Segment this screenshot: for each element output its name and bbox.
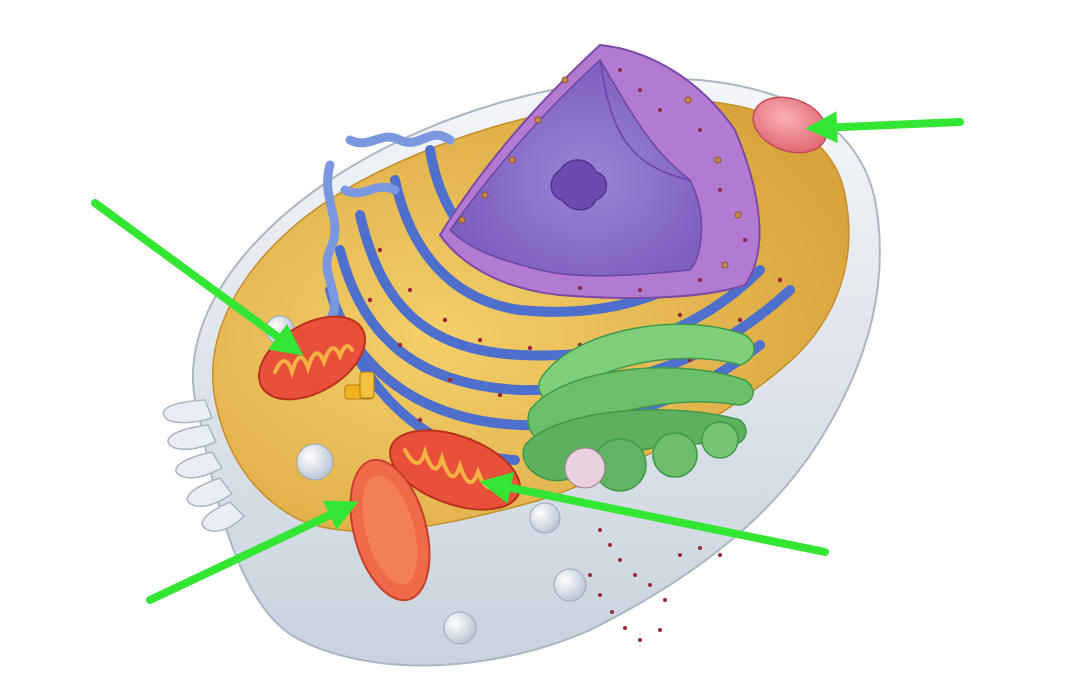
microvilli (162, 399, 246, 532)
smooth-er (322, 130, 455, 325)
nuclear-pores (458, 76, 742, 269)
centrioles (344, 371, 375, 400)
nuclear-envelope-ribosomes (578, 68, 747, 292)
arrows (91, 111, 964, 604)
arrow-to-mitochondrion-left (91, 199, 304, 356)
nucleolus (550, 159, 608, 211)
arrow-to-mitochondrion-lower (146, 500, 359, 604)
mitochondrion-lower (349, 458, 431, 602)
golgi-apparatus (522, 323, 755, 492)
arrow-to-lysosome (805, 111, 964, 144)
arrow-to-mitochondrion-center (479, 472, 829, 556)
vesicles (265, 315, 606, 645)
